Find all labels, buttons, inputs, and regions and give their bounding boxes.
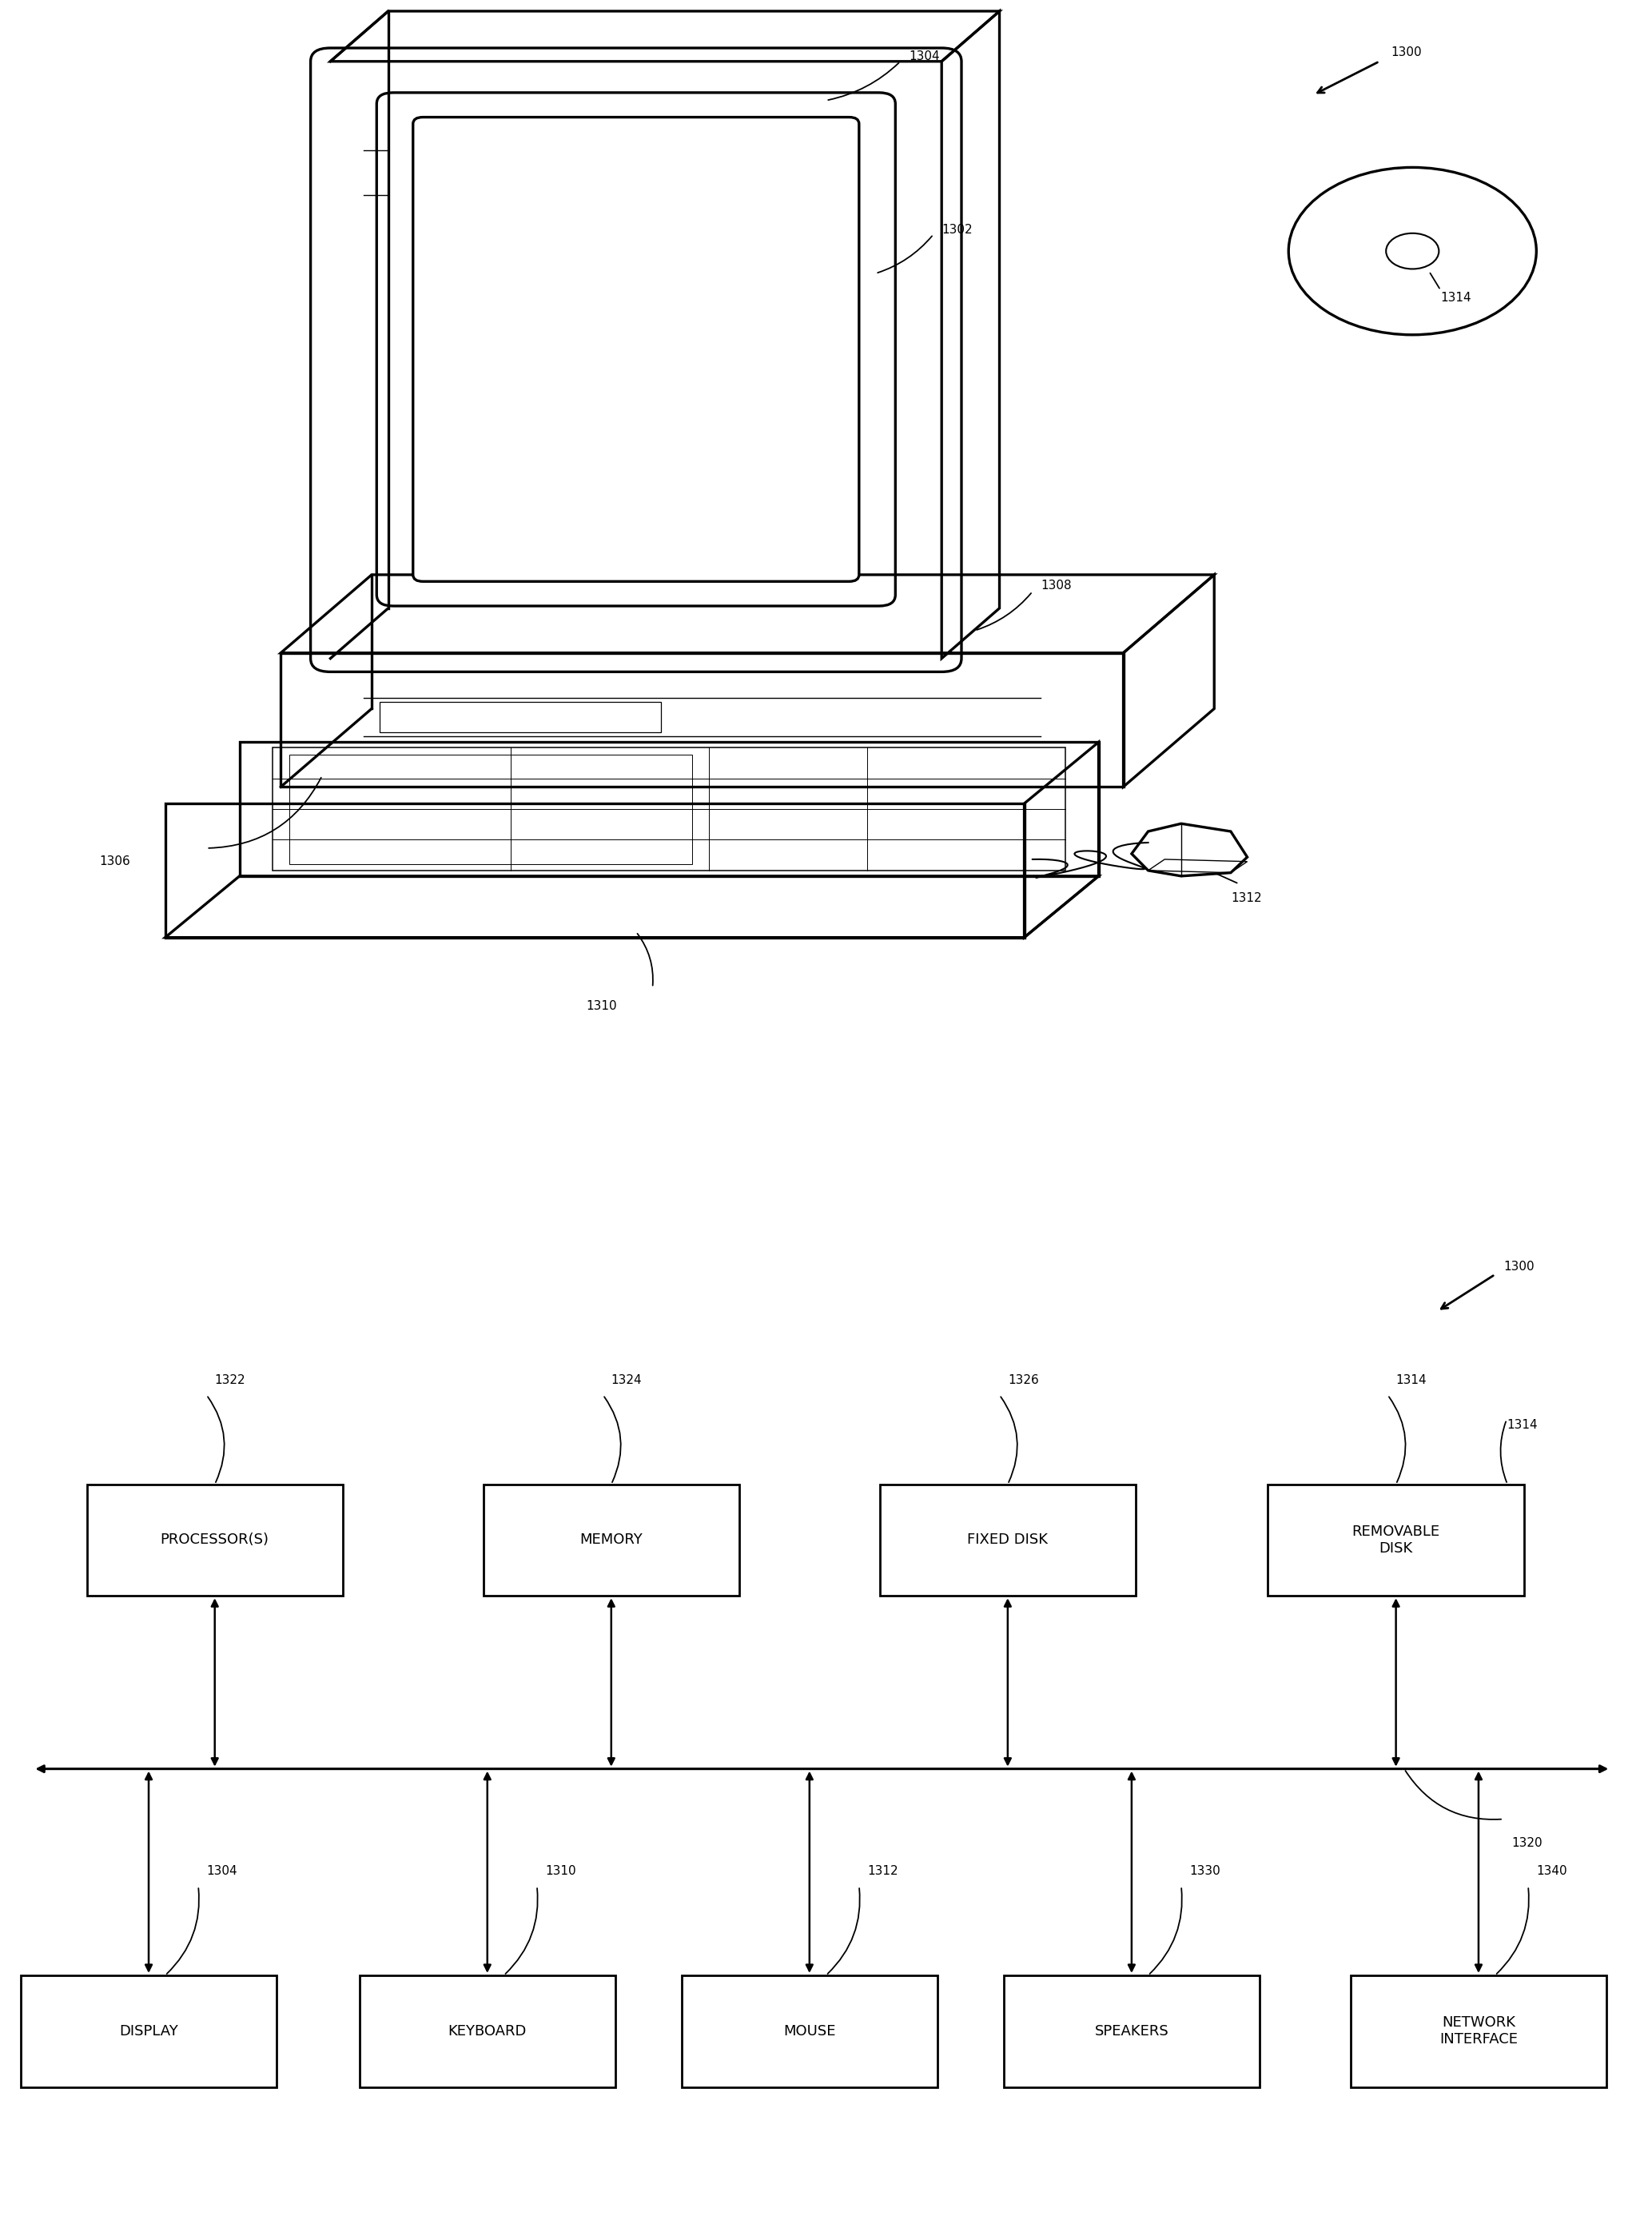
Text: PROCESSOR(S): PROCESSOR(S)	[160, 1533, 269, 1547]
Bar	[1004, 1975, 1260, 2087]
Text: 1314: 1314	[1441, 292, 1472, 304]
Text: 1326: 1326	[1008, 1375, 1039, 1386]
Text: NETWORK
INTERFACE: NETWORK INTERFACE	[1439, 2015, 1518, 2047]
Text: 1308: 1308	[1041, 580, 1072, 591]
Bar	[20, 1975, 276, 2087]
Text: 1322: 1322	[215, 1375, 246, 1386]
Text: 1310: 1310	[586, 1000, 618, 1013]
Text: 1314: 1314	[1396, 1375, 1427, 1386]
Text: 1320: 1320	[1512, 1837, 1543, 1850]
Text: 1304: 1304	[909, 51, 940, 62]
Text: 1312: 1312	[867, 1866, 899, 1877]
Text: MOUSE: MOUSE	[783, 2024, 836, 2038]
Text: 1312: 1312	[1231, 893, 1262, 904]
Text: FIXED DISK: FIXED DISK	[968, 1533, 1047, 1547]
Text: 1304: 1304	[206, 1866, 238, 1877]
Bar	[482, 1484, 740, 1596]
Text: 1340: 1340	[1536, 1866, 1568, 1877]
Text: 1314: 1314	[1507, 1420, 1538, 1431]
Bar	[1351, 1975, 1606, 2087]
Bar	[358, 1975, 615, 2087]
Text: KEYBOARD: KEYBOARD	[448, 2024, 527, 2038]
Text: DISPLAY: DISPLAY	[119, 2024, 178, 2038]
Text: 1300: 1300	[1503, 1261, 1535, 1272]
Text: MEMORY: MEMORY	[580, 1533, 643, 1547]
Text: 1302: 1302	[942, 223, 973, 237]
Text: 1324: 1324	[611, 1375, 643, 1386]
Text: SPEAKERS: SPEAKERS	[1095, 2024, 1168, 2038]
Text: 1306: 1306	[99, 855, 131, 868]
Bar	[681, 1975, 938, 2087]
Bar	[88, 1484, 344, 1596]
Bar	[879, 1484, 1137, 1596]
Text: 1310: 1310	[545, 1866, 577, 1877]
Text: 1300: 1300	[1391, 47, 1422, 58]
Text: REMOVABLE
DISK: REMOVABLE DISK	[1351, 1524, 1441, 1556]
Text: 1330: 1330	[1189, 1866, 1221, 1877]
FancyBboxPatch shape	[413, 116, 859, 580]
Bar	[1269, 1484, 1523, 1596]
